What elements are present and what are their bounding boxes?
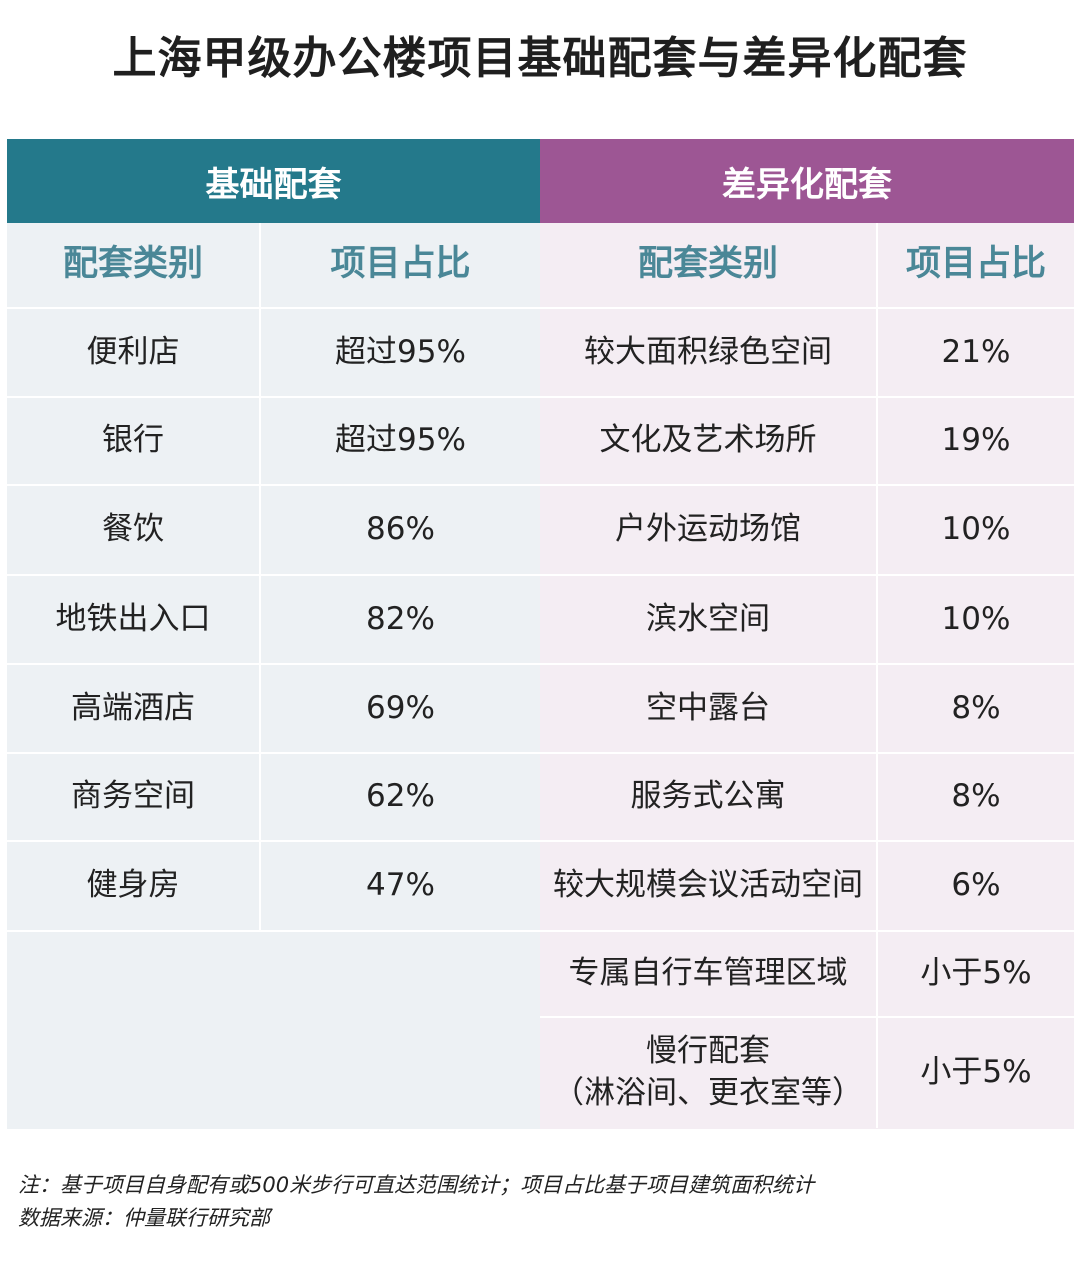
diff-share-cell: 6% (951, 867, 1001, 904)
table-row: 较大面积绿色空间 21% (540, 309, 1074, 398)
basic-amenities-section: 基础配套 配套类别 项目占比 便利店 超过95% 银行 超过95% 餐饮 86%… (7, 139, 540, 1129)
basic-category-cell: 商务空间 (7, 754, 261, 840)
table-row: 慢行配套 （淋浴间、更衣室等） 小于5% (540, 1018, 1074, 1128)
diff-share-cell: 8% (951, 689, 1001, 726)
basic-share-cell: 82% (366, 600, 435, 637)
table-row: 空中露台 8% (540, 665, 1074, 754)
table-row: 便利店 超过95% (7, 309, 540, 398)
basic-col-category-header: 配套类别 (7, 223, 261, 307)
diff-category-cell: 空中露台 (540, 665, 878, 752)
amenities-table: 基础配套 配套类别 项目占比 便利店 超过95% 银行 超过95% 餐饮 86%… (7, 139, 1074, 1129)
basic-share-cell: 超过95% (335, 422, 466, 459)
footnote-note: 注：基于项目自身配有或500米步行可直达范围统计；项目占比基于项目建筑面积统计 (18, 1173, 815, 1197)
diff-category-cell: 户外运动场馆 (540, 486, 878, 574)
table-row: 银行 超过95% (7, 398, 540, 486)
basic-category-cell: 银行 (7, 398, 261, 484)
table-row: 餐饮 86% (7, 486, 540, 576)
footnote-source: 数据来源：仲量联行研究部 (18, 1205, 270, 1230)
basic-share-cell: 超过95% (335, 333, 466, 370)
diff-col-category-header: 配套类别 (540, 223, 878, 307)
diff-category-cell: 文化及艺术场所 (540, 398, 878, 484)
basic-category-cell: 高端酒店 (7, 665, 261, 752)
diff-share-cell: 19% (941, 422, 1011, 459)
table-row: 文化及艺术场所 19% (540, 398, 1074, 486)
diff-col-share-header: 项目占比 (905, 244, 1046, 285)
diff-category-cell: 较大规模会议活动空间 (540, 842, 878, 930)
footnote: 注：基于项目自身配有或500米步行可直达范围统计；项目占比基于项目建筑面积统计 … (18, 1169, 814, 1234)
diff-category-cell: 专属自行车管理区域 (540, 932, 878, 1016)
basic-category-cell: 餐饮 (7, 486, 261, 574)
diff-share-cell: 小于5% (920, 1054, 1032, 1091)
diff-share-cell: 10% (941, 600, 1011, 637)
diff-category-cell: 慢行配套 （淋浴间、更衣室等） (540, 1018, 878, 1128)
table-row: 地铁出入口 82% (7, 576, 540, 665)
basic-category-cell: 健身房 (7, 842, 261, 930)
diff-share-cell: 8% (951, 778, 1001, 815)
table-row: 高端酒店 69% (7, 665, 540, 754)
diff-category-sub: （淋浴间、更衣室等） (553, 1075, 863, 1111)
diff-share-cell: 21% (941, 333, 1011, 370)
basic-category-cell: 地铁出入口 (7, 576, 261, 663)
basic-share-cell: 69% (366, 689, 435, 726)
basic-column-headers: 配套类别 项目占比 (7, 223, 540, 309)
basic-amenities-header: 基础配套 (7, 139, 540, 223)
basic-share-cell: 62% (366, 778, 435, 815)
table-row: 户外运动场馆 10% (540, 486, 1074, 576)
table-row: 商务空间 62% (7, 754, 540, 842)
diff-category-main: 慢行配套 (646, 1033, 770, 1070)
table-row: 服务式公寓 8% (540, 754, 1074, 842)
table-row: 较大规模会议活动空间 6% (540, 842, 1074, 932)
page-title: 上海甲级办公楼项目基础配套与差异化配套 (112, 33, 968, 84)
diff-category-cell: 滨水空间 (540, 576, 878, 663)
basic-share-cell: 86% (366, 511, 435, 548)
diff-category-cell: 较大面积绿色空间 (540, 309, 878, 396)
basic-category-cell: 便利店 (7, 309, 261, 396)
diff-share-cell: 小于5% (920, 955, 1032, 992)
differentiated-amenities-section: 差异化配套 配套类别 项目占比 较大面积绿色空间 21% 文化及艺术场所 19%… (540, 139, 1074, 1129)
basic-share-cell: 47% (366, 867, 435, 904)
table-row: 健身房 47% (7, 842, 540, 932)
differentiated-column-headers: 配套类别 项目占比 (540, 223, 1074, 309)
diff-category-cell: 服务式公寓 (540, 754, 878, 840)
table-row: 专属自行车管理区域 小于5% (540, 932, 1074, 1018)
differentiated-amenities-header: 差异化配套 (540, 139, 1074, 223)
table-row: 滨水空间 10% (540, 576, 1074, 665)
basic-col-share-header: 项目占比 (330, 244, 471, 285)
diff-share-cell: 10% (941, 511, 1011, 548)
